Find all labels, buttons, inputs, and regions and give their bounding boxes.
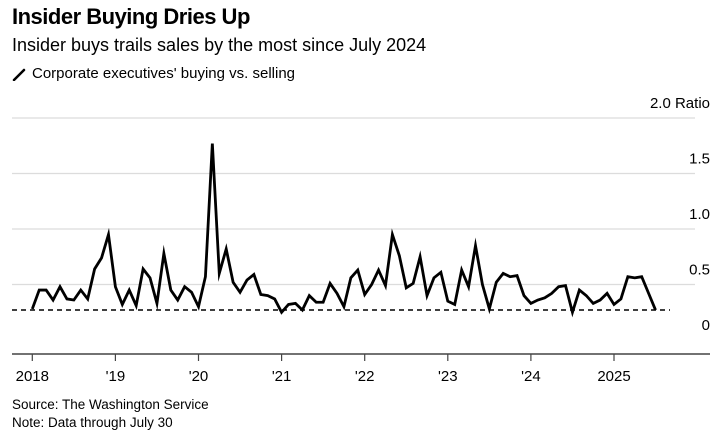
x-tick-label: '19 (106, 368, 126, 385)
x-tick-label: 2018 (16, 368, 49, 385)
y-tick-label: 0.5 (689, 262, 710, 279)
x-tick-label: '24 (521, 368, 541, 385)
x-tick-label: '22 (355, 368, 375, 385)
source-note: Source: The Washington Service (12, 397, 209, 412)
x-tick-label: 2025 (597, 368, 630, 385)
y-tick-label: 0 (702, 317, 710, 334)
y-tick-label: 1.5 (689, 151, 710, 168)
x-tick-label: '23 (438, 368, 458, 385)
legend-label: Corporate executives' buying vs. selling (32, 65, 295, 82)
data-note: Note: Data through July 30 (12, 415, 173, 430)
x-tick-label: '20 (189, 368, 209, 385)
legend: Corporate executives' buying vs. selling (12, 65, 295, 82)
y-tick-label: 1.0 (689, 206, 710, 223)
chart-subtitle: Insider buys trails sales by the most si… (12, 35, 427, 55)
y-tick-label: 2.0 Ratio (650, 95, 710, 112)
chart-title: Insider Buying Dries Up (12, 4, 250, 29)
x-tick-label: '21 (272, 368, 292, 385)
slash-line-icon (12, 68, 26, 81)
series-line (30, 143, 657, 318)
